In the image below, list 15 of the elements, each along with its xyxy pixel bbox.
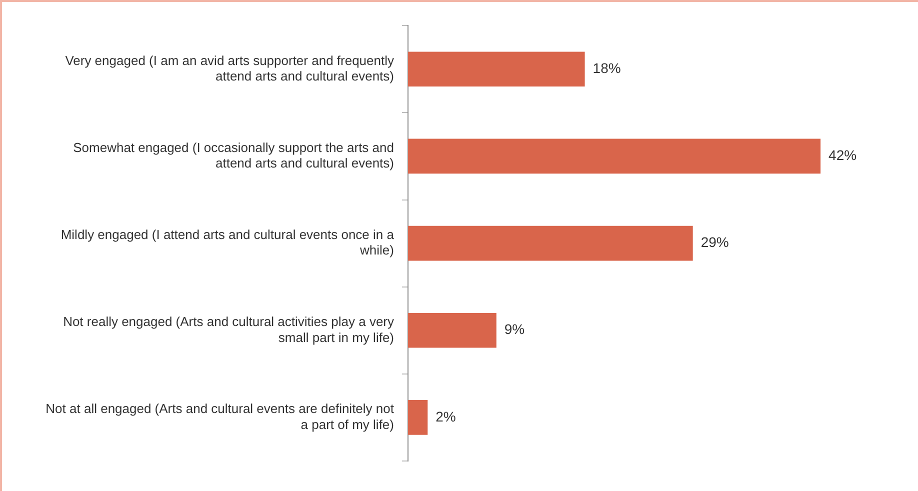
y-tick-label: Mildly engaged (I attend arts and cultural events once in a while) <box>60 227 395 258</box>
bar <box>408 312 496 348</box>
bar <box>408 226 693 261</box>
bar <box>408 138 821 174</box>
bar <box>408 52 585 87</box>
y-tick-label: Not really engaged (Arts and cultural activities play a very small part in my life) <box>63 314 394 345</box>
y-tick-label: Very engaged (I am an avid arts supporter and frequently attend arts and cultural events) <box>65 52 394 84</box>
data-label: 42% <box>828 147 857 164</box>
data-label: 2% <box>436 408 456 424</box>
bar <box>408 400 428 435</box>
y-tick-label: Not at all engaged (Arts and cultural events are definitely not a part of my life) <box>46 401 394 432</box>
data-label: 18% <box>592 60 621 76</box>
data-label: 9% <box>504 321 525 338</box>
data-label: 29% <box>700 234 729 250</box>
y-tick-label: Somewhat engaged (I occasionally support the arts and attend arts and cultural events) <box>73 140 394 171</box>
